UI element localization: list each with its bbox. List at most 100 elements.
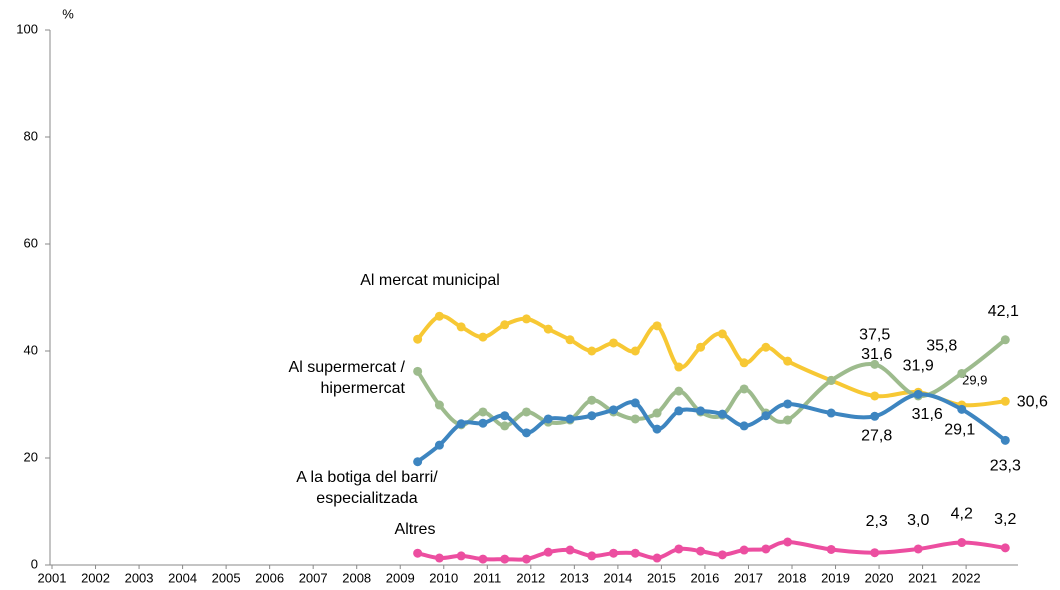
data-point <box>587 411 597 421</box>
data-point <box>717 409 727 419</box>
x-tick-label: 2005 <box>212 570 241 585</box>
data-point <box>500 421 510 431</box>
data-point <box>456 551 466 561</box>
data-point <box>521 554 531 564</box>
x-tick-label: 2015 <box>647 570 676 585</box>
data-point <box>478 332 488 342</box>
y-tick-label: 80 <box>24 128 38 143</box>
x-tick-label: 2013 <box>560 570 589 585</box>
data-point <box>434 400 444 410</box>
data-point <box>696 406 706 416</box>
data-point <box>826 375 836 385</box>
x-tick-label: 2011 <box>473 570 501 585</box>
data-point <box>521 428 531 438</box>
y-tick-label: 60 <box>24 235 38 250</box>
data-point <box>913 544 923 554</box>
data-point <box>543 414 553 424</box>
data-point <box>674 406 684 416</box>
data-point <box>478 407 488 417</box>
data-point <box>630 414 640 424</box>
data-point <box>413 366 423 376</box>
y-tick-label: 0 <box>31 556 38 571</box>
data-point <box>739 545 749 555</box>
data-point <box>674 544 684 554</box>
value-label: 35,8 <box>926 338 957 355</box>
data-point <box>521 407 531 417</box>
value-label: 29,1 <box>944 422 975 439</box>
data-point <box>609 405 619 415</box>
x-tick-label: 2002 <box>81 570 110 585</box>
data-point <box>413 334 423 344</box>
x-tick-label: 2004 <box>168 570 197 585</box>
data-point <box>783 356 793 366</box>
data-point <box>652 424 662 434</box>
series-label: Altres <box>395 521 436 538</box>
data-point <box>521 314 531 324</box>
data-point <box>609 548 619 558</box>
data-point <box>870 391 880 401</box>
value-label: 42,1 <box>988 303 1019 320</box>
value-label: 27,8 <box>861 427 892 444</box>
value-label: 30,6 <box>1017 394 1048 411</box>
data-point <box>783 537 793 547</box>
data-point <box>761 544 771 554</box>
data-point <box>456 419 466 429</box>
value-label: 37,5 <box>859 327 890 344</box>
x-tick-label: 2008 <box>342 570 371 585</box>
data-point <box>1000 335 1010 345</box>
y-unit-label: % <box>62 6 74 21</box>
data-point <box>1000 543 1010 553</box>
data-point <box>870 411 880 421</box>
data-point <box>739 421 749 431</box>
value-label: 23,3 <box>990 458 1021 475</box>
x-tick-label: 2018 <box>778 570 807 585</box>
data-point <box>674 386 684 396</box>
series-label: Al mercat municipal <box>360 272 500 289</box>
y-tick-label: 20 <box>24 449 38 464</box>
data-point <box>957 404 967 414</box>
data-point <box>587 551 597 561</box>
data-point <box>957 368 967 378</box>
x-tick-label: 2019 <box>821 570 850 585</box>
data-point <box>761 411 771 421</box>
x-tick-label: 2020 <box>865 570 894 585</box>
data-point <box>652 321 662 331</box>
x-tick-label: 2012 <box>516 570 545 585</box>
data-point <box>500 554 510 564</box>
data-point <box>478 418 488 428</box>
value-label: 31,9 <box>903 358 934 375</box>
data-point <box>500 411 510 421</box>
data-point <box>739 358 749 368</box>
data-point <box>652 553 662 563</box>
data-point <box>565 335 575 345</box>
value-label: 3,0 <box>907 512 929 529</box>
data-point <box>717 550 727 560</box>
data-point <box>761 342 771 352</box>
data-point <box>434 440 444 450</box>
data-point <box>587 395 597 405</box>
data-point <box>696 546 706 556</box>
x-tick-label: 2001 <box>38 570 67 585</box>
data-point <box>587 346 597 356</box>
data-point <box>434 553 444 563</box>
data-point <box>500 320 510 330</box>
series-label: hipermercat <box>321 380 406 397</box>
x-tick-label: 2006 <box>255 570 284 585</box>
x-tick-label: 2009 <box>386 570 415 585</box>
value-label: 2,3 <box>866 513 888 530</box>
data-point <box>957 538 967 548</box>
data-point <box>1000 435 1010 445</box>
data-point <box>652 408 662 418</box>
value-label: 31,6 <box>912 406 943 423</box>
x-tick-label: 2010 <box>429 570 458 585</box>
data-point <box>609 338 619 348</box>
data-point <box>870 359 880 369</box>
data-point <box>630 548 640 558</box>
value-label: 29,9 <box>962 372 987 387</box>
x-tick-label: 2021 <box>908 570 937 585</box>
data-point <box>543 324 553 334</box>
data-point <box>413 457 423 467</box>
x-tick-label: 2017 <box>734 570 763 585</box>
data-point <box>870 548 880 558</box>
x-tick-label: 2003 <box>125 570 154 585</box>
